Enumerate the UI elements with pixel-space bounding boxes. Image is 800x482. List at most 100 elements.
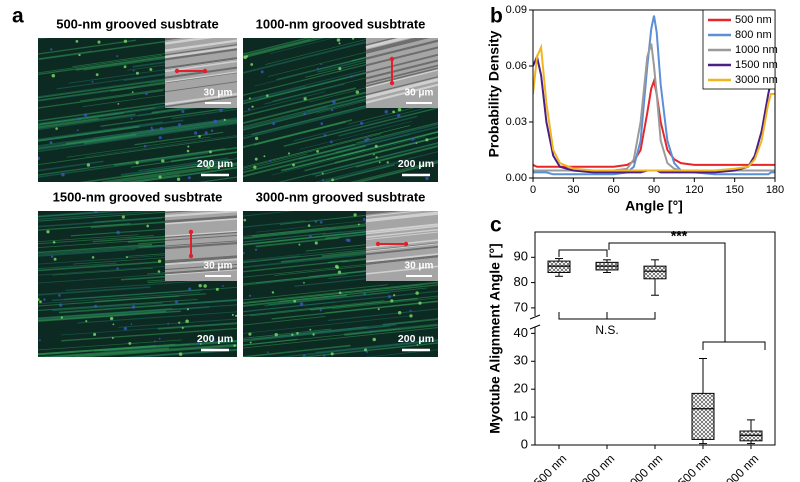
y-tick-label: 10 <box>514 409 528 424</box>
inset-texture <box>365 80 438 100</box>
nucleus <box>95 73 99 77</box>
fiber <box>355 161 438 182</box>
inset-texture <box>164 259 237 266</box>
nucleus <box>319 309 322 312</box>
fiber <box>52 267 153 276</box>
nucleus <box>158 136 162 140</box>
nucleus <box>128 341 132 345</box>
nucleus <box>373 153 375 156</box>
fiber <box>38 286 151 296</box>
y-tick-label: 0.09 <box>506 4 527 16</box>
nucleus <box>231 313 234 316</box>
nucleus <box>338 291 342 294</box>
x-tick-label: 120 <box>685 184 703 196</box>
fiber <box>38 310 181 322</box>
nucleus <box>126 256 128 259</box>
nucleus <box>319 220 323 224</box>
fiber <box>38 262 117 270</box>
nucleus <box>336 265 339 269</box>
nucleus <box>150 128 154 131</box>
nucleus <box>243 252 245 255</box>
nucleus <box>248 97 251 100</box>
nucleus <box>409 309 412 312</box>
nucleus <box>93 332 97 336</box>
fiber <box>120 158 232 176</box>
inset-texture <box>365 76 438 96</box>
nucleus <box>260 70 264 74</box>
nucleus <box>97 40 101 44</box>
nucleus <box>58 303 63 307</box>
nucleus <box>197 341 200 345</box>
fiber <box>251 324 397 341</box>
inset-texture <box>365 67 438 88</box>
nucleus <box>206 165 210 169</box>
fiber <box>38 234 139 243</box>
nucleus <box>193 131 198 135</box>
nucleus <box>130 117 133 120</box>
nucleus <box>230 339 234 342</box>
nucleus <box>60 316 64 319</box>
nucleus <box>145 92 148 96</box>
fiber <box>38 119 231 148</box>
nucleus <box>378 161 381 164</box>
bracket <box>558 249 608 257</box>
nucleus <box>43 298 46 301</box>
nucleus <box>298 243 301 246</box>
nucleus <box>243 55 247 60</box>
nucleus <box>157 259 162 263</box>
nucleus <box>203 284 207 288</box>
fiber <box>243 65 383 102</box>
fiber <box>65 118 237 145</box>
nucleus <box>112 323 115 326</box>
inset-texture <box>164 234 237 241</box>
fiber <box>243 96 372 130</box>
nucleus <box>50 255 54 258</box>
inset-texture <box>164 71 237 83</box>
fiber <box>243 273 348 286</box>
inset-texture <box>365 211 438 221</box>
nucleus <box>416 344 419 346</box>
fiber <box>39 107 156 125</box>
inset-texture <box>164 269 237 276</box>
inset-texture <box>164 215 237 222</box>
nucleus <box>219 108 223 112</box>
x-tick-label: 3000 nm <box>718 451 761 482</box>
inset-texture <box>164 38 214 45</box>
fiber <box>38 121 163 141</box>
y-tick-label: 0.06 <box>506 60 527 72</box>
nucleus <box>411 137 415 141</box>
x-tick-label: 1500 nm <box>670 451 713 482</box>
nucleus <box>177 123 182 127</box>
nucleus <box>272 122 276 126</box>
micrograph: 30 μm 200 μm <box>243 38 438 182</box>
inset-texture <box>164 57 237 70</box>
nucleus <box>204 131 208 135</box>
nucleus <box>418 301 422 305</box>
series-line <box>533 77 775 168</box>
nucleus <box>330 352 334 356</box>
image-title: 1500-nm grooved susbtrate <box>53 189 223 204</box>
fiber <box>243 106 328 129</box>
fiber <box>38 310 166 322</box>
inset-scale-label: 30 μm <box>204 261 233 272</box>
fiber <box>364 349 438 357</box>
legend-label: 800 nm <box>735 29 772 41</box>
inset-texture <box>365 59 438 80</box>
fiber <box>332 297 438 310</box>
y-axis-label: Probability Density <box>486 30 502 157</box>
x-tick-label: 30 <box>567 184 579 196</box>
nucleus <box>338 67 342 71</box>
nucleus <box>415 291 419 295</box>
inset-scale-label: 30 μm <box>405 88 434 99</box>
fiber <box>319 162 400 182</box>
nucleus <box>351 38 355 40</box>
nucleus <box>181 326 184 330</box>
nucleus <box>116 55 119 58</box>
y-tick-label: 40 <box>514 325 528 340</box>
inset-texture <box>164 256 237 264</box>
nucleus <box>215 287 219 291</box>
plot-frame <box>532 9 776 179</box>
fiber <box>243 246 378 261</box>
nucleus <box>38 156 40 161</box>
x-tick-label: 90 <box>648 184 660 196</box>
